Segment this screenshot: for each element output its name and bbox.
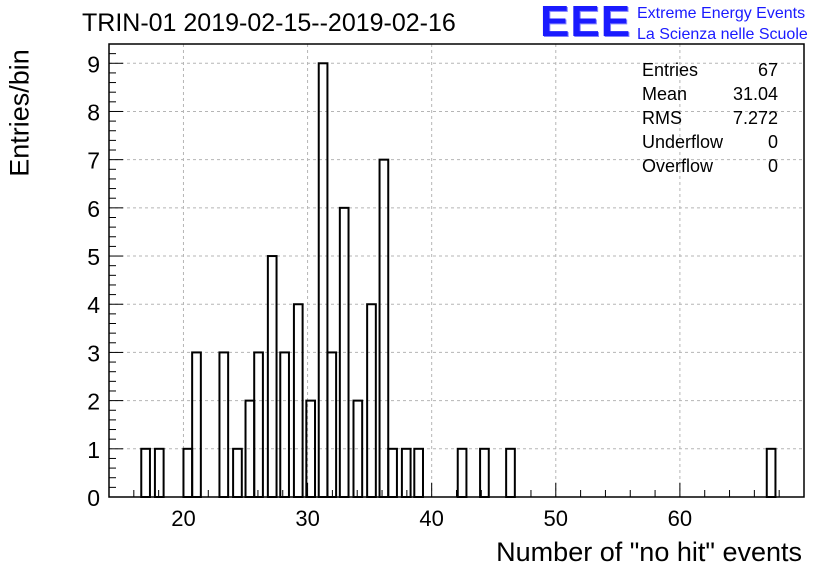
y-tick-label: 1 xyxy=(87,437,100,463)
stat-entries: Entries 67 xyxy=(642,60,778,84)
stat-rms-label: RMS xyxy=(642,108,682,128)
x-axis-label: Number of "no hit" events xyxy=(496,537,802,567)
stat-overflow: Overflow 0 xyxy=(642,156,778,180)
stat-rms-value: 7.272 xyxy=(732,108,778,128)
x-tick-label: 30 xyxy=(295,506,319,531)
stat-overflow-label: Overflow xyxy=(642,156,714,176)
histogram-bin xyxy=(387,447,398,498)
histogram-bin xyxy=(218,351,230,498)
histogram-bin xyxy=(253,351,264,498)
eee-logo: EEE Extreme Energy Events La Scienza nel… xyxy=(540,0,836,46)
y-tick-label: 3 xyxy=(87,340,100,366)
histogram-bin xyxy=(317,62,329,499)
histogram-bin xyxy=(400,447,412,498)
stat-rms: RMS 7.272 xyxy=(642,108,778,132)
y-tick-label: 9 xyxy=(87,51,100,77)
histogram-bin xyxy=(140,447,151,498)
y-tick-label: 4 xyxy=(87,292,100,318)
histogram-bin xyxy=(232,447,243,498)
stat-underflow-label: Underflow xyxy=(642,132,724,152)
stat-entries-value: 67 xyxy=(757,60,778,80)
x-tick-label: 20 xyxy=(171,506,195,531)
histogram-bin xyxy=(182,447,194,498)
x-tick-label: 40 xyxy=(419,506,443,531)
stats-box: Entries 67 Mean 31.04 RMS 7.272 Underflo… xyxy=(642,60,778,180)
stat-entries-label: Entries xyxy=(642,60,699,80)
y-axis-label: Entries/bin xyxy=(4,49,35,177)
y-tick-label: 2 xyxy=(87,389,100,415)
stat-overflow-value: 0 xyxy=(767,156,778,176)
eee-logo-letters: EEE xyxy=(540,0,632,46)
stat-underflow: Underflow 0 xyxy=(642,132,778,156)
y-tick-label: 0 xyxy=(87,485,100,511)
y-tick-label: 8 xyxy=(87,99,100,125)
logo-tagline-1: Extreme Energy Events xyxy=(637,5,806,22)
histogram-bin xyxy=(191,351,202,498)
y-tick-label: 5 xyxy=(87,244,100,270)
stat-underflow-value: 0 xyxy=(767,132,778,152)
histogram-bin xyxy=(279,351,290,498)
histogram-bin xyxy=(456,447,468,498)
histogram-bin xyxy=(479,447,490,498)
stat-mean-value: 31.04 xyxy=(732,84,778,104)
histogram-bin xyxy=(378,158,390,498)
y-tick-label: 6 xyxy=(87,196,100,222)
y-tick-label: 7 xyxy=(87,148,100,174)
x-tick-label: 50 xyxy=(544,506,568,531)
histogram-bin xyxy=(413,447,424,498)
stat-mean-label: Mean xyxy=(642,84,688,104)
x-tick-label: 60 xyxy=(668,506,692,531)
histogram-bin xyxy=(153,447,165,498)
chart-title: TRIN-01 2019-02-15--2019-02-16 xyxy=(82,9,456,37)
stat-mean: Mean 31.04 xyxy=(642,84,778,108)
histogram-bin xyxy=(266,255,278,498)
logo-tagline-2: La Scienza nelle Scuole xyxy=(637,26,808,43)
histogram-bin xyxy=(505,447,516,498)
histogram-bin xyxy=(765,447,777,498)
histogram-bin xyxy=(326,351,338,498)
